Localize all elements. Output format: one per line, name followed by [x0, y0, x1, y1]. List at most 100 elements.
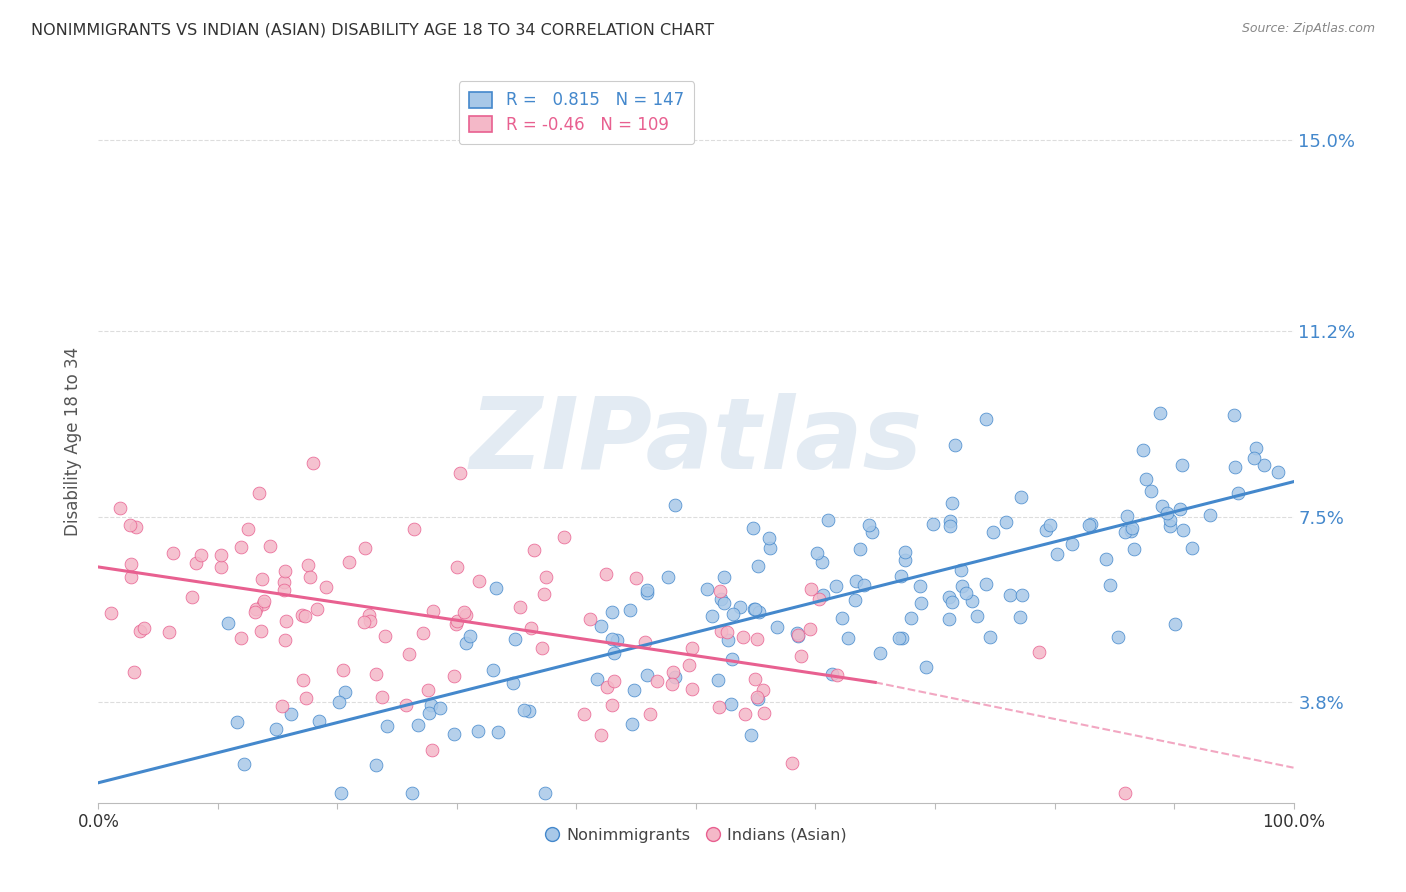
Point [530, 640, 553, 655]
Point [520, 621, 543, 635]
Point [1114, 525, 1136, 540]
Point [1199, 508, 1222, 522]
Point [364, 757, 387, 772]
Point [232, 756, 254, 771]
Point [728, 599, 751, 614]
Point [1060, 537, 1083, 551]
Point [941, 595, 963, 609]
Point [831, 611, 853, 625]
Point [717, 633, 740, 648]
Point [915, 659, 938, 673]
Point [786, 629, 808, 643]
Point [468, 574, 491, 589]
Point [429, 701, 451, 715]
Point [209, 560, 232, 574]
Point [446, 614, 468, 628]
Point [700, 608, 723, 623]
Point [664, 498, 686, 512]
Point [696, 582, 718, 597]
Point [1115, 509, 1137, 524]
Point [253, 594, 276, 608]
Point [758, 541, 780, 556]
Point [661, 676, 683, 690]
Point [636, 585, 658, 599]
Point [305, 602, 328, 616]
Point [1149, 406, 1171, 420]
Point [231, 631, 253, 645]
Y-axis label: Disability Age 18 to 34: Disability Age 18 to 34 [63, 347, 82, 536]
Point [786, 628, 808, 642]
Point [211, 548, 233, 562]
Point [1080, 517, 1102, 532]
Point [807, 591, 830, 606]
Point [939, 519, 962, 533]
Point [1107, 630, 1129, 644]
Point [1223, 409, 1246, 423]
Point [817, 513, 839, 527]
Point [129, 624, 152, 638]
Point [721, 652, 744, 666]
Point [274, 632, 297, 647]
Point [1253, 458, 1275, 472]
Point [418, 706, 440, 720]
Point [420, 698, 443, 712]
Point [450, 467, 472, 481]
Point [294, 609, 316, 624]
Text: NONIMMIGRANTS VS INDIAN (ASIAN) DISABILITY AGE 18 TO 34 CORRELATION CHART: NONIMMIGRANTS VS INDIAN (ASIAN) DISABILI… [31, 22, 714, 37]
Point [893, 553, 915, 567]
Point [534, 786, 557, 800]
Point [849, 542, 872, 557]
Point [217, 615, 239, 630]
Point [900, 611, 922, 625]
Point [1171, 523, 1194, 537]
Point [602, 646, 624, 660]
Point [852, 578, 875, 592]
Point [664, 670, 686, 684]
Point [1152, 500, 1174, 514]
Point [949, 563, 972, 577]
Point [308, 714, 330, 729]
Point [758, 531, 780, 545]
Point [422, 604, 444, 618]
Point [1119, 524, 1142, 538]
Point [517, 704, 540, 718]
Point [747, 559, 769, 574]
Point [710, 624, 733, 638]
Point [523, 543, 546, 558]
Point [1140, 484, 1163, 499]
Point [486, 725, 509, 739]
Point [297, 558, 319, 573]
Point [636, 583, 658, 598]
Point [595, 680, 617, 694]
Point [1122, 541, 1144, 556]
Point [825, 668, 848, 682]
Point [908, 579, 931, 593]
Point [294, 691, 316, 706]
Point [747, 691, 769, 706]
Point [186, 557, 208, 571]
Point [250, 572, 273, 586]
Point [995, 516, 1018, 530]
Point [1132, 442, 1154, 457]
Point [710, 592, 733, 607]
Point [1114, 786, 1136, 800]
Point [456, 636, 478, 650]
Point [821, 667, 844, 681]
Point [513, 702, 536, 716]
Point [274, 614, 297, 628]
Point [1163, 616, 1185, 631]
Point [713, 570, 735, 584]
Point [375, 719, 398, 733]
Point [120, 570, 142, 584]
Point [553, 529, 575, 543]
Point [1223, 459, 1246, 474]
Point [744, 602, 766, 616]
Point [502, 676, 524, 690]
Point [890, 631, 912, 645]
Point [420, 743, 443, 757]
Point [943, 438, 966, 452]
Text: ZIPatlas: ZIPatlas [470, 393, 922, 490]
Point [938, 612, 960, 626]
Point [860, 525, 883, 540]
Point [742, 521, 765, 535]
